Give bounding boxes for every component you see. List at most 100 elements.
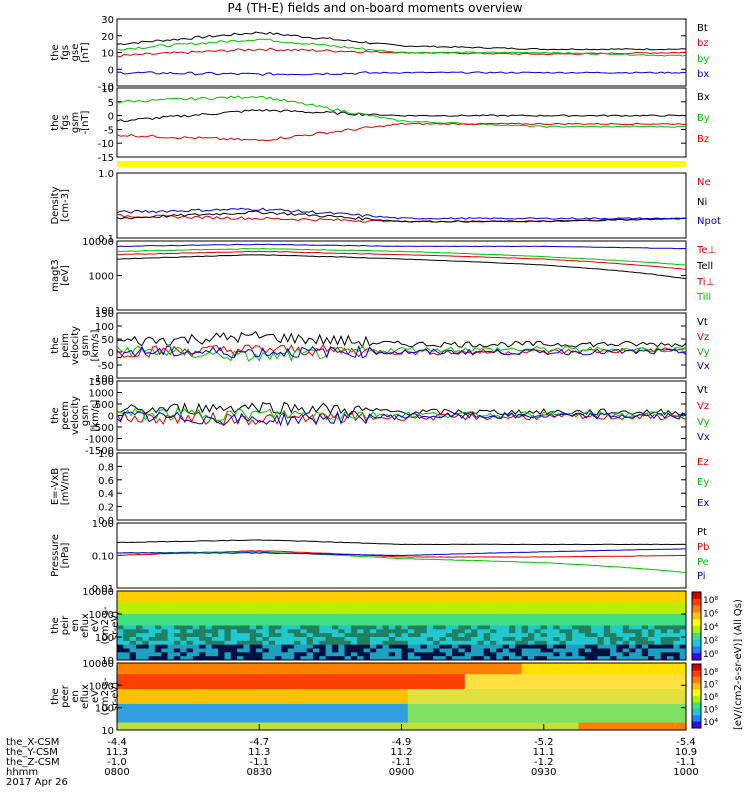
spectrogram-cell: [648, 726, 655, 731]
spectrogram-cell: [546, 722, 554, 727]
spectrogram-cell: [483, 711, 491, 716]
spectrogram-cell: [591, 685, 598, 690]
spectrogram-cell: [388, 692, 396, 697]
spectrogram-cell: [382, 703, 390, 709]
spectrogram-cell: [502, 640, 510, 646]
spectrogram-cell: [527, 625, 535, 630]
spectrogram-cell: [546, 692, 554, 697]
spectrogram-cell: [439, 722, 447, 727]
spectrogram-cell: [243, 633, 251, 638]
spectrogram-cell: [388, 652, 396, 657]
spectrogram-cell: [300, 637, 308, 642]
spectrogram-cell: [306, 711, 314, 716]
spectrogram-cell: [154, 674, 162, 679]
spectrogram-cell: [458, 644, 466, 649]
spectrogram-cell: [211, 656, 219, 661]
spectrogram-cell: [502, 644, 510, 649]
spectrogram-cell: [445, 677, 453, 683]
spectrogram-cell: [249, 614, 257, 619]
spectrogram-cell: [553, 677, 561, 683]
spectrogram-cell: [483, 633, 491, 638]
spectrogram-cell: [287, 640, 295, 646]
ylabel-line: gsm: [80, 335, 91, 356]
spectrogram-cell: [622, 652, 630, 657]
spectrogram-cell: [603, 681, 611, 686]
spectrogram-cell: [369, 648, 377, 653]
spectrogram-cell: [237, 689, 244, 694]
spectrogram-cell: [300, 715, 308, 720]
ytick-label: 500: [95, 400, 114, 411]
spectrogram-cell: [249, 606, 257, 611]
spectrogram-cell: [622, 610, 630, 615]
spectrogram-cell: [344, 677, 352, 683]
spectrogram-cell: [407, 692, 415, 697]
colorbar-cell: [692, 664, 701, 667]
ytick-label: -5: [104, 125, 114, 136]
spectrogram-cell: [420, 703, 428, 709]
spectrogram-cell: [344, 715, 352, 720]
spectrogram-cell: [230, 707, 238, 712]
spectrogram-cell: [357, 598, 365, 603]
spectrogram-cell: [161, 621, 169, 626]
spectrogram-cell: [382, 644, 390, 649]
spectrogram-cell: [230, 598, 238, 603]
spectrogram-cell: [401, 602, 409, 607]
spectrogram-cell: [521, 633, 529, 638]
spectrogram-cell: [420, 715, 428, 720]
spectrogram-cell: [287, 718, 295, 724]
spectrogram-cell: [477, 606, 485, 611]
spectrogram-cell: [218, 681, 225, 686]
spectrogram-cell: [464, 591, 472, 596]
spectrogram-cell: [173, 614, 181, 619]
spectrogram-cell: [180, 677, 188, 683]
spectrogram-cell: [161, 602, 169, 607]
spectrogram-cell: [205, 685, 213, 690]
spectrogram-cell: [572, 715, 580, 720]
spectrogram-cell: [673, 692, 681, 697]
spectrogram-cell: [452, 617, 459, 623]
spectrogram-cell: [546, 670, 554, 675]
spectrogram-cell: [325, 692, 333, 697]
ylabel-line: en: [70, 619, 81, 632]
spectrogram-cell: [262, 594, 270, 600]
spectrogram-cell: [192, 656, 200, 661]
spectrogram-cell: [243, 692, 251, 697]
spectrogram-cell: [452, 614, 459, 619]
spectrogram-cell: [186, 711, 194, 716]
spectrogram-cell: [559, 722, 567, 727]
spectrogram-cell: [294, 685, 301, 690]
spectrogram-cell: [660, 633, 668, 638]
spectrogram-cell: [117, 606, 124, 611]
spectrogram-cell: [123, 602, 131, 607]
spectrogram-cell: [401, 663, 409, 668]
spectrogram-cell: [660, 674, 668, 679]
spectrogram-cell: [597, 689, 605, 694]
colorbar-cell: [692, 683, 701, 686]
spectrogram-cell: [490, 656, 497, 661]
spectrogram-cell: [129, 726, 137, 731]
spectrogram-cell: [534, 707, 542, 712]
spectrogram-cell: [218, 594, 225, 600]
spectrogram-cell: [540, 602, 548, 607]
spectrogram-cell: [237, 621, 244, 626]
spectrogram-cell: [502, 685, 510, 690]
spectrogram-cell: [521, 726, 529, 731]
spectrogram-cell: [521, 602, 529, 607]
spectrogram-cell: [237, 685, 244, 690]
spectrogram-cell: [148, 689, 156, 694]
spectrogram-cell: [237, 696, 244, 701]
spectrogram-cell: [673, 602, 681, 607]
spectrogram-cell: [414, 625, 421, 630]
spectrogram-cell: [192, 726, 200, 731]
spectrogram-cell: [496, 722, 504, 727]
spectrogram-cell: [192, 602, 200, 607]
spectrogram-cell: [306, 610, 314, 615]
spectrogram-cell: [338, 703, 346, 709]
spectrogram-cell: [306, 602, 314, 607]
spectrogram-cell: [268, 674, 276, 679]
spectrogram-cell: [667, 718, 674, 724]
spectrogram-cell: [641, 685, 649, 690]
spectrogram-cell: [483, 602, 491, 607]
spectrogram-cell: [426, 718, 434, 724]
ytick-label: 150: [95, 309, 114, 320]
